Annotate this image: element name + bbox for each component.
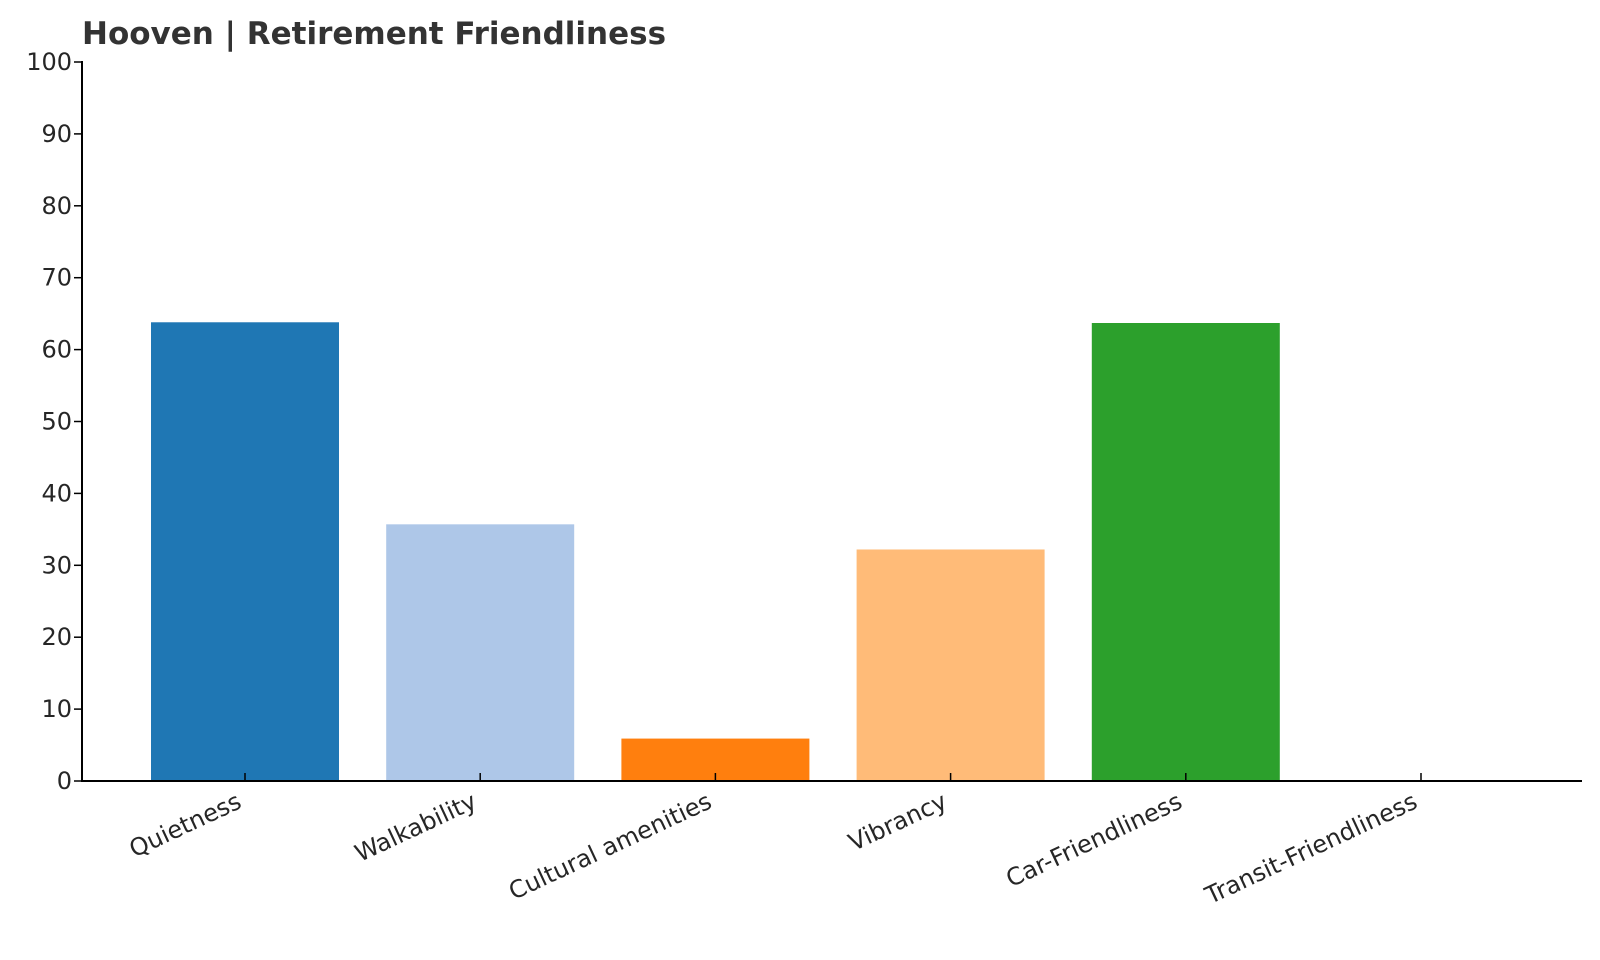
y-tick-label: 20 bbox=[41, 623, 72, 651]
y-tick-label: 50 bbox=[41, 408, 72, 436]
x-tick-label-walkability: Walkability bbox=[351, 787, 481, 868]
x-tick-label-quietness: Quietness bbox=[125, 787, 246, 863]
x-tick-label-cultural-amenities: Cultural amenities bbox=[505, 787, 716, 905]
x-tick-label-vibrancy: Vibrancy bbox=[844, 787, 951, 857]
bar-vibrancy bbox=[856, 549, 1045, 781]
x-tick-label-transit-friendliness: Transit-Friendliness bbox=[1200, 787, 1421, 910]
bar-walkability bbox=[386, 524, 575, 781]
y-tick-label: 60 bbox=[41, 336, 72, 364]
bar-car-friendliness bbox=[1091, 323, 1280, 781]
x-axis-ticks: Quietness Walkability Cultural amenities Vi… bbox=[125, 773, 1422, 910]
y-tick-label: 70 bbox=[41, 264, 72, 292]
y-tick-label: 30 bbox=[41, 551, 72, 579]
y-axis-ticks: 0 10 20 30 40 50 60 70 80 90 100 bbox=[26, 48, 82, 795]
y-tick-label: 90 bbox=[41, 120, 72, 148]
y-tick-label: 80 bbox=[41, 192, 72, 220]
chart-title: Hooven | Retirement Friendliness bbox=[82, 16, 667, 52]
y-tick-label: 40 bbox=[41, 479, 72, 507]
y-tick-label: 0 bbox=[57, 767, 72, 795]
x-tick-label-car-friendliness: Car-Friendliness bbox=[1002, 787, 1187, 893]
bar-quietness bbox=[151, 322, 339, 781]
y-tick-label: 100 bbox=[26, 48, 72, 76]
y-tick-label: 10 bbox=[41, 695, 72, 723]
bars-layer bbox=[151, 322, 1280, 781]
